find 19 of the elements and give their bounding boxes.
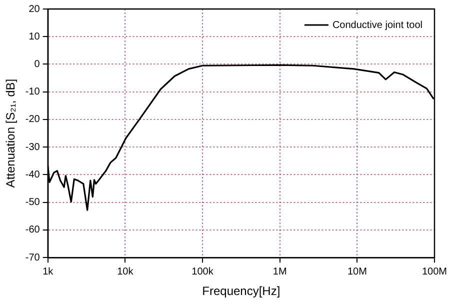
y-tick-label: -30 [25,142,40,153]
y-tick-label: -60 [25,224,40,236]
x-tick-label: 10M [347,266,367,278]
y-tick-label: -70 [25,252,40,264]
y-tick-label: -10 [25,86,40,98]
x-tick-label: 1k [42,266,54,278]
y-tick-label: 10 [28,31,40,42]
y-tick-label: -40 [25,169,40,180]
legend-label: Conductive joint tool [332,20,422,31]
y-tick-label: -20 [25,114,40,126]
y-tick-label: 0 [34,58,40,70]
x-tick-label: 100M [422,266,447,278]
x-tick-label: 10k [117,266,134,278]
x-tick-label: 100k [192,266,214,278]
x-tick-label: 1M [272,266,287,278]
y-tick-label: 20 [28,4,40,15]
y-tick-label: -50 [25,197,40,208]
y-axis-title: Attenuation [S₂₁, dB] [4,78,18,188]
x-axis-title: Frequency[Hz] [202,284,280,298]
